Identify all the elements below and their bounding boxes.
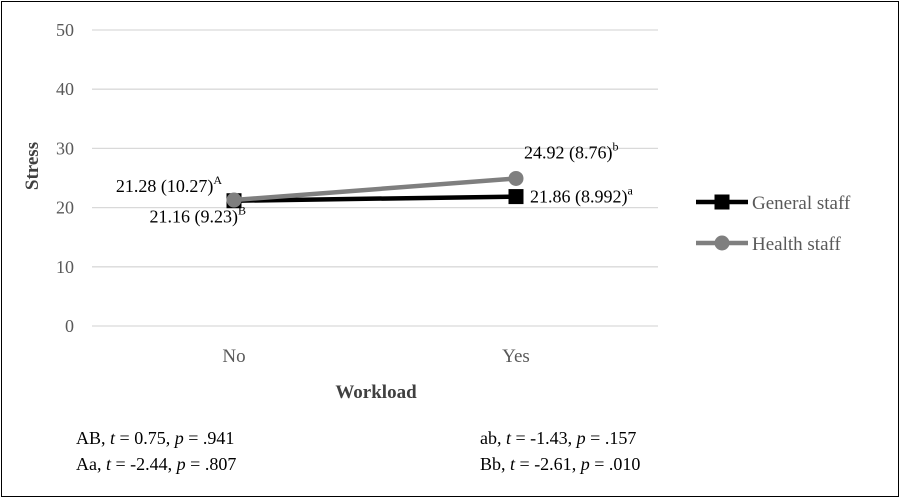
- series-line: [233, 176, 517, 203]
- data-label: 21.86 (8.992)a: [530, 184, 634, 208]
- x-tick-label: No: [222, 346, 245, 367]
- series: [226, 170, 524, 209]
- note-ab-lower: ab, t = -1.43, p = .157: [480, 428, 637, 448]
- y-tick-label: 20: [56, 198, 74, 218]
- x-tick-label: Yes: [502, 346, 530, 367]
- data-label: 24.92 (8.76)b: [524, 139, 619, 163]
- statistics-notes: AB, t = 0.75, p = .941 ab, t = -1.43, p …: [0, 428, 900, 488]
- y-tick-labels: 0 10 20 30 40 50: [56, 20, 74, 336]
- y-tick-label: 50: [56, 20, 74, 40]
- x-tick-labels: No Yes: [222, 346, 529, 367]
- y-axis-label: Stress: [22, 142, 43, 190]
- note-bb: Bb, t = -2.61, p = .010: [480, 454, 641, 474]
- data-point: [508, 189, 524, 205]
- data-point: [226, 192, 242, 208]
- line-chart: 0 10 20 30 40 50 No Yes Stress Workload 21.28 …: [22, 20, 851, 403]
- data-point: [508, 170, 524, 186]
- note-aa: Aa, t = -2.44, p = .807: [76, 454, 237, 474]
- y-tick-label: 40: [56, 79, 74, 99]
- legend-label: Health staff: [752, 234, 841, 255]
- note-ab-upper: AB, t = 0.75, p = .941: [76, 428, 235, 448]
- y-tick-label: 0: [65, 316, 74, 336]
- data-label: 21.16 (9.23)B: [149, 204, 246, 228]
- data-label: 21.28 (10.27)A: [116, 173, 223, 197]
- y-tick-label: 10: [56, 257, 74, 277]
- data-labels: 21.28 (10.27)A 21.16 (9.23)B 24.92 (8.76)b…: [116, 139, 634, 227]
- grid-lines: [92, 29, 658, 327]
- x-axis-label: Workload: [335, 382, 417, 403]
- legend-entry: General staff: [696, 193, 851, 214]
- y-tick-label: 30: [56, 138, 74, 158]
- series-line: [233, 194, 517, 203]
- legend-label: General staff: [752, 193, 851, 214]
- legend-entry: Health staff: [696, 234, 841, 255]
- legend: General staff Health staff: [696, 193, 851, 255]
